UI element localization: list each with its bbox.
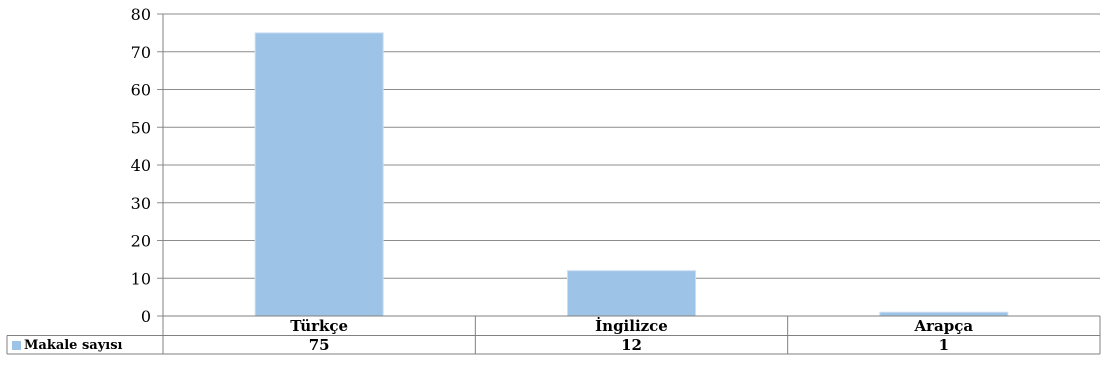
category-label: Arapça: [914, 317, 974, 335]
y-tick-label: 70: [131, 43, 151, 62]
bar: [254, 32, 384, 317]
value-label: 75: [309, 336, 330, 354]
y-tick-label: 60: [131, 81, 151, 100]
value-label: 12: [621, 336, 642, 354]
y-tick-label: 50: [131, 118, 151, 137]
bar: [879, 311, 1009, 317]
y-tick-label: 10: [131, 269, 151, 288]
bar: [567, 270, 696, 317]
y-tick-label: 40: [131, 156, 151, 175]
y-tick-label: 80: [131, 5, 151, 24]
category-label: İngilizce: [595, 316, 668, 335]
y-tick-label: 20: [131, 232, 151, 251]
legend-swatch: [12, 341, 21, 350]
category-label: Türkçe: [290, 317, 348, 335]
legend-series-name: Makale sayısı: [24, 338, 123, 353]
y-tick-label: 30: [131, 194, 151, 213]
value-label: 1: [939, 336, 949, 354]
y-tick-label: 0: [141, 307, 151, 326]
